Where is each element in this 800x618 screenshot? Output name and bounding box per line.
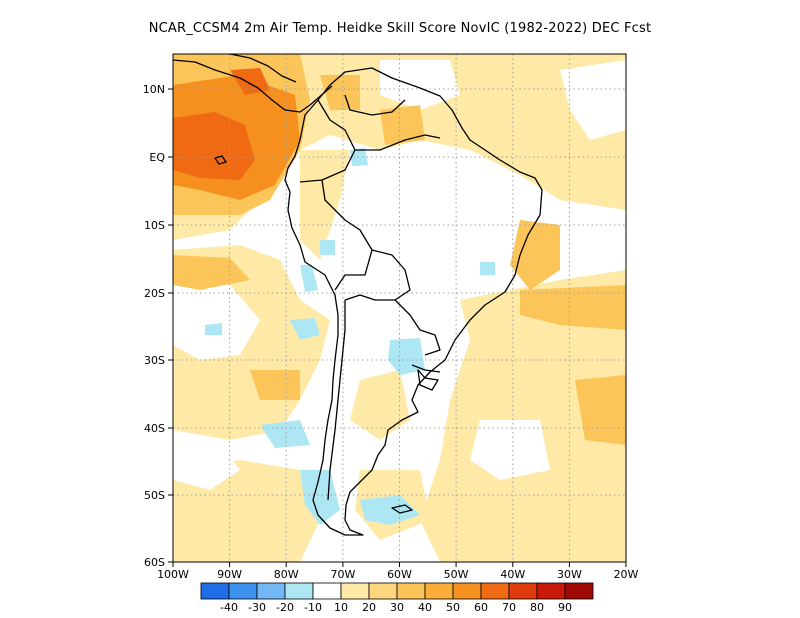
south-america-outline [284,67,543,536]
colorbar-box [228,582,258,600]
colorbar-box [564,582,594,600]
colorbar-label: -20 [276,601,294,614]
colorbar-box [340,582,370,600]
colorbar-box [452,582,482,600]
colorbar-label: 10 [334,601,348,614]
colorbar-label: -10 [304,601,322,614]
colorbar-label: 30 [390,601,404,614]
colorbar [200,582,594,600]
colorbar-box [200,582,230,600]
lat-label: EQ [149,151,165,164]
lon-label: 90W [217,568,242,581]
colorbar-box [424,582,454,600]
colorbar-box [536,582,566,600]
central-america [173,59,333,113]
colorbar-box [256,582,286,600]
colorbar-label: 70 [502,601,516,614]
lat-label: 40S [144,422,165,435]
galapagos [214,155,227,165]
colorbar-box [312,582,342,600]
lon-label: 70W [330,568,355,581]
border-uruguay [411,364,441,373]
border-argentina-chile [327,300,346,501]
lon-label: 60W [387,568,412,581]
lon-label: 100W [157,568,189,581]
lat-label: 10S [144,219,165,232]
lon-label: 50W [444,568,469,581]
colorbar-box [396,582,426,600]
colorbar-box [284,582,314,600]
colorbar-label: -30 [248,601,266,614]
lat-label: 10N [143,83,165,96]
colorbar-label: 40 [418,601,432,614]
border-brazil-north [355,134,441,151]
gridlines [173,54,626,562]
lon-label: 80W [274,568,299,581]
border-venezuela [344,94,406,116]
falkland-islands [391,504,413,514]
border-bolivia [344,249,411,301]
lat-label: 60S [144,556,165,569]
axis-ticks [168,88,627,567]
map-title: NCAR_CCSM4 2m Air Temp. Heidke Skill Sco… [148,21,652,36]
colorbar-label: 90 [558,601,572,614]
colorbar-label: 50 [446,601,460,614]
lat-labels: 10N EQ 10S 20S 30S 40S 50S 60S [143,83,166,569]
lon-label: 40W [500,568,525,581]
colorbar-label: 20 [362,601,376,614]
colorbar-label: 60 [474,601,488,614]
lon-labels: 100W 90W 80W 70W 60W 50W 40W 30W 20W [157,568,638,581]
colorbar-box [480,582,510,600]
lon-label: 30W [557,568,582,581]
rio-de-la-plata [417,369,439,391]
lat-label: 20S [144,287,165,300]
colorbar-label: -40 [220,601,238,614]
colorbar-box [368,582,398,600]
colorbar-box [508,582,538,600]
lat-label: 50S [144,489,165,502]
colorbar-label: 80 [530,601,544,614]
coastlines [173,54,543,536]
border-peru-brazil [321,179,373,291]
lat-label: 30S [144,354,165,367]
colorbar-labels: -40 -30 -20 -10 10 20 30 40 50 60 70 80 … [220,601,572,614]
caribbean-coast [229,54,297,83]
lon-label: 20W [614,568,639,581]
border-paraguay [394,299,441,356]
